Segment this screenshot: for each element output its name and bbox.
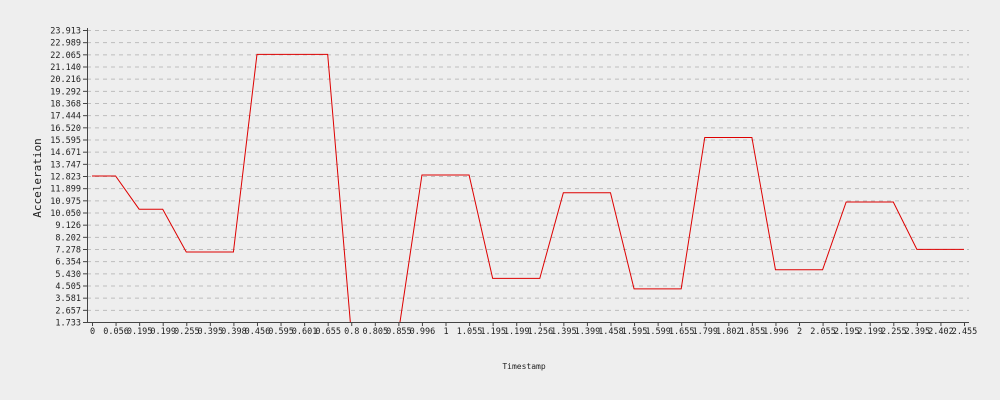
y-tick-label: 12.823 <box>50 173 81 183</box>
y-tick-label: 14.671 <box>50 148 81 158</box>
x-tick-label: 2.195 <box>834 327 860 337</box>
x-tick-label: 1.458 <box>598 327 624 337</box>
y-tick-label: 22.065 <box>50 51 81 61</box>
y-tick-label: 15.595 <box>50 136 81 146</box>
x-tick-label: 1.195 <box>480 327 506 337</box>
y-tick-label: 19.292 <box>50 87 81 97</box>
x-tick-label: 2.255 <box>881 327 907 337</box>
x-tick-label: 1.055 <box>457 327 483 337</box>
y-tick-label: 22.989 <box>50 39 81 49</box>
x-tick-label: 2.455 <box>952 327 978 337</box>
x-tick-label: 0.996 <box>410 327 436 337</box>
x-tick-label: 2.395 <box>905 327 931 337</box>
y-tick-label: 4.505 <box>55 282 81 292</box>
y-tick-label: 23.913 <box>50 27 81 37</box>
x-tick-label: 0.855 <box>386 327 412 337</box>
x-tick-label: 1 <box>443 327 448 337</box>
x-tick-label: 0.395 <box>198 327 224 337</box>
x-tick-label: 0.398 <box>221 327 247 337</box>
y-axis-ticks: 1.733 2.657 3.581 4.505 5.430 6.354 7.278 8.202… <box>50 27 87 329</box>
y-tick-label: 8.202 <box>55 233 81 243</box>
x-tick-label: 1.855 <box>740 327 766 337</box>
x-tick-label: 0.655 <box>315 327 341 337</box>
x-tick-label: 0.456 <box>245 327 271 337</box>
x-tick-label: 1.599 <box>645 327 671 337</box>
x-tick-label: 1.996 <box>763 327 789 337</box>
x-tick-label: 1.199 <box>504 327 530 337</box>
x-tick-label: 0.199 <box>150 327 176 337</box>
x-tick-label: 1.595 <box>622 327 648 337</box>
x-tick-label: 1.395 <box>551 327 577 337</box>
x-axis-title: Timestamp <box>502 362 546 371</box>
x-tick-label: 1.256 <box>527 327 553 337</box>
y-tick-label: 18.368 <box>50 100 81 110</box>
x-tick-label: 1.799 <box>692 327 718 337</box>
x-tick-label: 0.595 <box>268 327 294 337</box>
y-tick-label: 5.430 <box>55 270 81 280</box>
x-tick-label: 2.055 <box>810 327 836 337</box>
x-axis-ticks: 0 0.0560.1950.1990.2550.3950.3980.4560.59… <box>90 322 977 337</box>
y-tick-label: 9.126 <box>55 221 81 231</box>
x-tick-label: 0.255 <box>174 327 200 337</box>
y-tick-label: 10.975 <box>50 197 81 207</box>
series-group <box>91 53 965 322</box>
x-tick-label: 0.195 <box>127 327 153 337</box>
y-tick-label: 17.444 <box>50 112 81 122</box>
x-tick-label: 2.199 <box>857 327 883 337</box>
grid-lines <box>87 30 969 311</box>
x-tick-label: 0.056 <box>103 327 129 337</box>
y-tick-label: 10.050 <box>50 209 81 219</box>
y-tick-label: 21.140 <box>50 63 81 73</box>
y-tick-label: 20.216 <box>50 75 81 85</box>
x-tick-label: 2.402 <box>928 327 954 337</box>
y-tick-label: 13.747 <box>50 160 81 170</box>
y-tick-label: 16.520 <box>50 124 81 134</box>
y-tick-label: 1.733 <box>55 319 81 329</box>
y-tick-label: 3.581 <box>55 294 81 304</box>
x-tick-label: 1.802 <box>716 327 742 337</box>
series-line <box>92 53 964 322</box>
x-tick-label: 1.399 <box>575 327 601 337</box>
x-tick-label: 0.601 <box>292 327 318 337</box>
y-tick-label: 2.657 <box>55 306 81 316</box>
y-tick-label: 6.354 <box>55 258 81 268</box>
y-tick-label: 7.278 <box>55 246 81 256</box>
x-tick-label: 2 <box>797 327 802 337</box>
x-tick-label: 1.655 <box>669 327 695 337</box>
x-tick-label: 0.805 <box>363 327 389 337</box>
x-tick-label: 0.8 <box>344 327 359 337</box>
y-tick-label: 11.899 <box>50 185 81 195</box>
y-axis-title: Acceleration <box>31 138 44 217</box>
x-tick-label: 0 <box>90 327 95 337</box>
